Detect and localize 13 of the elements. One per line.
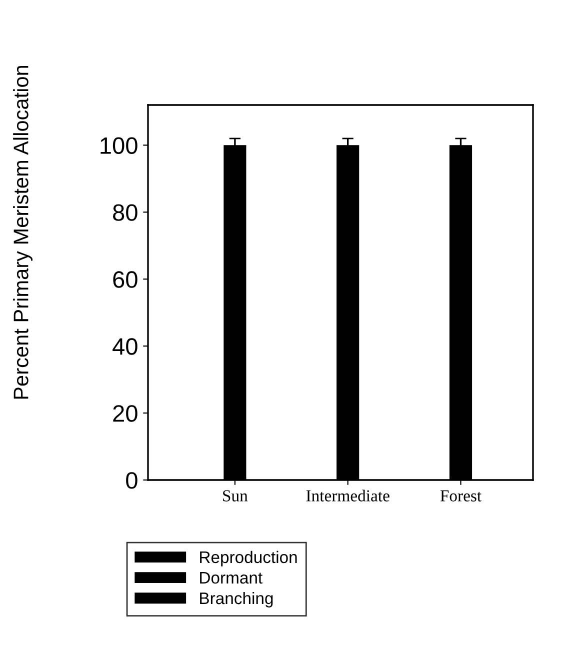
legend-label: Dormant xyxy=(200,572,262,584)
y-axis-title: Percent Primary Meristem Allocation xyxy=(13,66,32,399)
y-tick-label: 100 xyxy=(100,137,138,154)
x-tick-label: Forest xyxy=(440,490,482,502)
y-tick-label: 80 xyxy=(113,204,138,221)
y-tick-label: 60 xyxy=(113,271,138,288)
x-tick-label: Intermediate xyxy=(306,490,390,502)
y-tick-label: 20 xyxy=(113,405,138,422)
y-tick-label: 0 xyxy=(126,472,138,489)
legend-label: Reproduction xyxy=(200,550,297,566)
legend-label: Branching xyxy=(200,592,273,608)
x-tick-label: Sun xyxy=(223,490,248,502)
y-tick-label: 40 xyxy=(112,338,138,355)
